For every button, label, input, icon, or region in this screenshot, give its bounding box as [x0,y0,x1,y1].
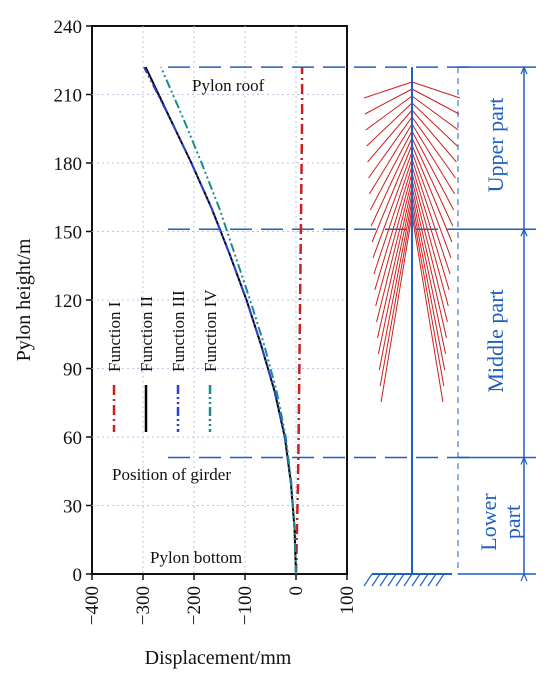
y-tick-label: 60 [63,428,82,449]
stay-cable-left [365,95,413,131]
x-tick-label: −400 [82,586,103,625]
stay-cable-left [377,186,413,339]
series-line-1 [294,67,304,575]
base-hatch [427,573,437,587]
stay-cable-right [411,81,461,99]
part-label-lower-line2: part [500,505,525,539]
stay-cable-left [369,130,413,211]
dimension-arrow [520,227,528,237]
stay-cable-right [411,109,457,163]
stay-cable-left [380,214,413,403]
base-hatch [419,573,429,587]
base-hatch [363,573,373,587]
base-hatch [387,573,397,587]
legend-label-1: Function I [105,301,124,372]
stay-cable-left [363,81,413,99]
base-hatch [379,573,389,587]
y-tick-label: 210 [54,86,83,107]
x-tick-label: −200 [184,586,205,625]
series-lines [143,66,304,575]
x-tick-label: −300 [133,586,154,625]
annotation-pylon-bottom: Pylon bottom [150,548,242,567]
y-tick-label: 180 [54,154,83,175]
legend-label-4: Function IV [201,289,220,372]
stay-cable-left [371,144,413,243]
base-hatch [403,573,413,587]
base-hatch [435,573,445,587]
stay-cable-right [411,214,444,403]
part-label-lower-line1: Lower [476,493,501,551]
stay-cable-right [411,200,446,371]
y-tick-label: 150 [54,223,83,244]
x-tick-label: 0 [286,586,307,596]
legend-label-3: Function III [169,290,188,372]
stay-cable-right [411,165,450,291]
stay-cable-right [411,151,452,259]
stay-cable-left [378,200,413,371]
y-tick-label: 0 [73,565,83,586]
stay-cable-right [411,144,453,243]
annotation-position-of-girder: Position of girder [112,465,231,484]
part-label-middle: Middle part [483,289,508,392]
stay-cable-right [411,123,456,195]
stay-cable-right [411,193,447,355]
stay-cable-right [411,186,447,339]
stay-cable-right [411,88,460,115]
stay-cable-left [377,193,413,355]
stay-cable-left [372,151,413,259]
stay-cable-left [376,179,413,323]
ticks: −400 −300 −200 −100 0 100 0 30 60 90 120 150 180 210 2… [54,17,359,625]
stay-cable-right [411,158,451,275]
stay-cable-left [373,158,413,275]
stay-cable-left [368,116,413,179]
base-hatch [395,573,405,587]
y-axis-title: Pylon height/m [13,238,35,361]
y-tick-label: 90 [63,360,82,381]
stay-cable-right [411,95,459,131]
annotation-pylon-roof: Pylon roof [192,76,265,95]
dimension-arrow [520,572,528,582]
dimension-arrow [520,456,528,465]
reference-lines [168,66,470,459]
stay-cable-right [411,179,448,323]
part-label-lower: Lowerpart [476,493,525,551]
x-tick-label: 100 [337,586,358,615]
part-label-upper: Upper part [483,98,508,193]
stay-cable-left [370,137,413,227]
stay-cable-left [379,207,413,387]
grid [92,26,347,574]
stay-cable-right [411,116,456,179]
dimension-arrow [520,65,528,75]
base-hatch [371,573,381,587]
stay-cable-right [411,102,458,147]
x-tick-label: −100 [235,586,256,625]
stay-cable-right [411,130,455,211]
stay-cable-left [375,172,413,307]
y-tick-label: 120 [54,291,83,312]
stay-cable-right [411,137,454,227]
legend-label-2: Function II [137,296,156,372]
stay-cable-right [411,172,449,307]
x-axis-title: Displacement/mm [145,647,292,669]
stay-cable-left [366,102,413,147]
series-line-4 [159,66,297,575]
y-tick-label: 240 [54,17,83,38]
y-tick-label: 30 [63,497,82,518]
stay-cable-left [374,165,413,291]
legend: Function I Function II Function III Functio… [105,289,220,432]
stay-cable-left [364,88,413,115]
base-hatch [411,573,421,587]
stay-cable-left [368,123,413,195]
stay-cable-right [411,207,445,387]
pylon-diagram [363,65,536,587]
stay-cable-left [367,109,413,163]
series-line-3 [143,66,297,575]
